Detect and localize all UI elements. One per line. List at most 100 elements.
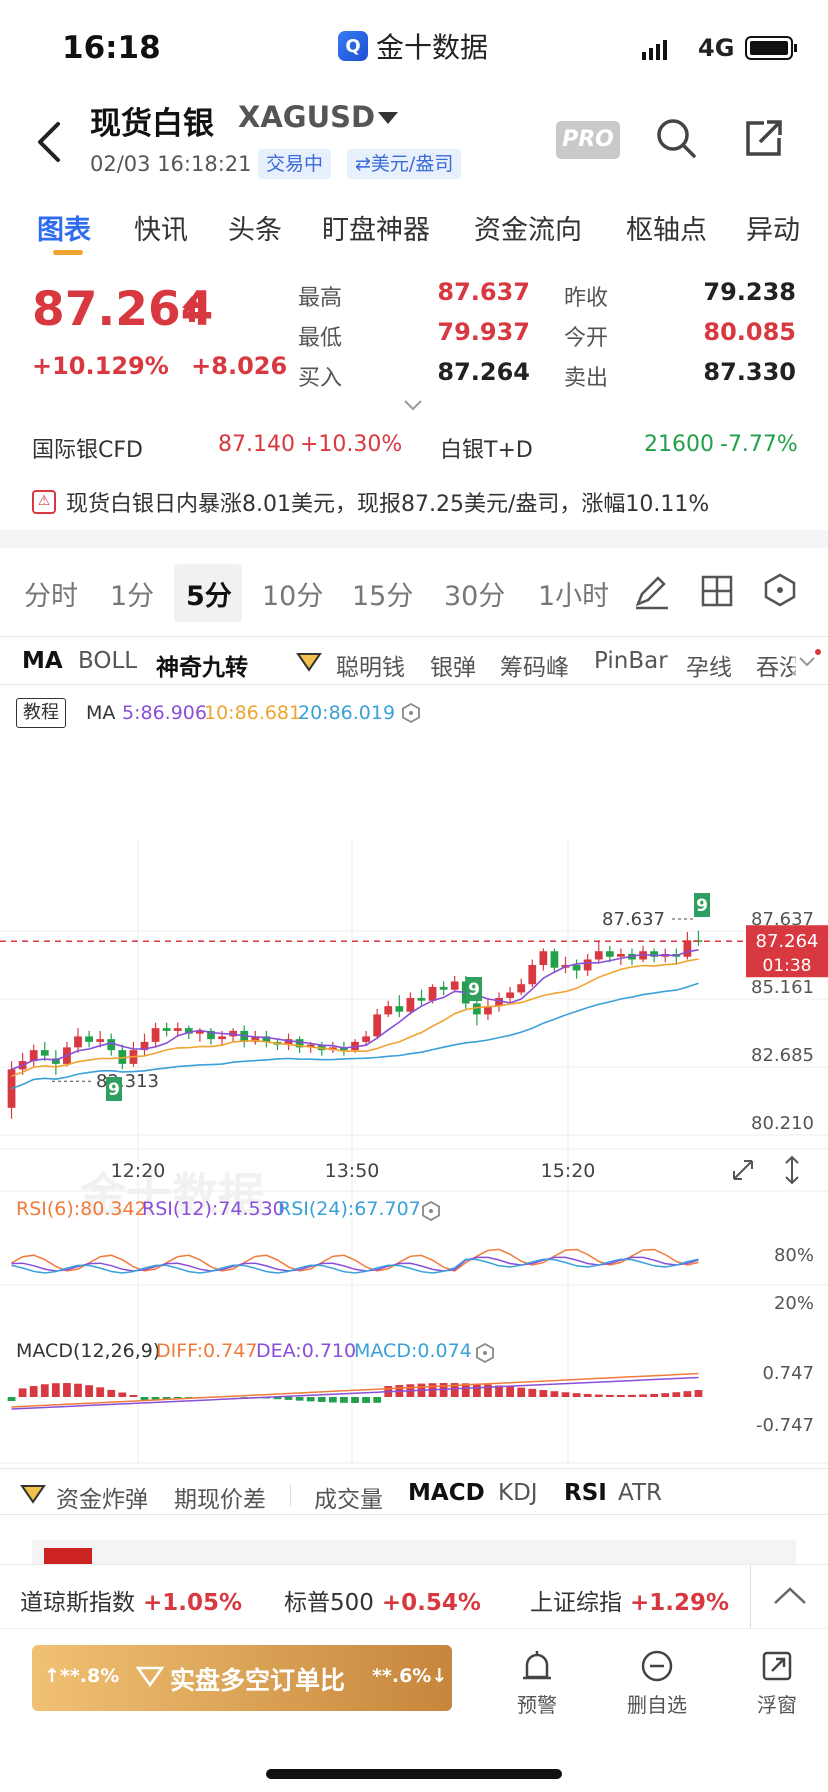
layout-grid-icon[interactable] (700, 574, 734, 608)
tutorial-button[interactable]: 教程 (16, 698, 66, 728)
tab-chart[interactable]: 图表 (37, 215, 91, 246)
candle-body (594, 951, 603, 960)
candle-body (151, 1028, 160, 1042)
ask-value: 87.330 (703, 358, 796, 386)
macd-settings-icon[interactable] (474, 1342, 496, 1364)
ad-banner[interactable] (32, 1540, 796, 1564)
nav-float-window[interactable]: 浮窗 (732, 1649, 822, 1718)
caret-down-icon[interactable] (378, 112, 398, 124)
diff-value: DIFF:0.747 (156, 1340, 258, 1362)
share-icon[interactable] (742, 118, 784, 160)
btab-basis[interactable]: 期现价差 (174, 1487, 266, 1513)
related-1-name[interactable]: 国际银CFD (32, 438, 143, 463)
news-text: 现货白银日内暴涨8.01美元，现报87.25美元/盎司，涨幅10.11% (66, 492, 710, 517)
indicator-pinbar[interactable]: PinBar (594, 648, 668, 674)
indicator-smart-money[interactable]: 聪明钱 (336, 655, 405, 681)
chart-grid (0, 839, 828, 1464)
period-15m[interactable]: 15分 (352, 581, 414, 612)
pro-button[interactable]: PRO (556, 121, 620, 159)
macd-bar (572, 1393, 581, 1397)
tab-movement[interactable]: 异动 (746, 215, 800, 246)
nav-float-label: 浮窗 (757, 1693, 797, 1717)
btab-kdj[interactable]: KDJ (498, 1480, 538, 1506)
nav-alert[interactable]: 预警 (492, 1649, 582, 1718)
ticker-expand-button[interactable] (750, 1565, 828, 1629)
ticker-name: 标普500 (284, 1590, 374, 1616)
period-1h[interactable]: 1小时 (538, 581, 610, 612)
macd-bar (362, 1397, 370, 1403)
countdown-label: 01:38 (763, 956, 812, 976)
tab-fund-flow[interactable]: 资金流向 (474, 215, 582, 246)
btab-atr[interactable]: ATR (618, 1480, 662, 1506)
candle-body (184, 1028, 193, 1034)
ticker-change: +1.29% (630, 1590, 730, 1616)
divider (0, 636, 828, 637)
macd-bar (328, 1397, 337, 1403)
index-ticker[interactable]: 道琼斯指数 +1.05% 标普500 +0.54% 上证综指 +1.29% (0, 1564, 828, 1629)
price-tick-label: 80.210 (751, 1113, 814, 1134)
sub-charts: 80% 20% 0.747 -0.747 (7, 1245, 814, 1436)
draw-tool-icon[interactable] (632, 570, 672, 610)
candle-body (85, 1036, 93, 1042)
more-indicators-button[interactable] (792, 648, 822, 676)
candle-body (207, 1030, 215, 1040)
unit-switch-badge[interactable]: ⇄美元/盎司 (347, 149, 462, 179)
candle-body (317, 1044, 326, 1051)
rsi-settings-icon[interactable] (420, 1200, 442, 1222)
chevron-up-icon (774, 1587, 806, 1604)
candle-body (140, 1041, 149, 1051)
search-icon[interactable] (654, 116, 698, 160)
tab-pivot[interactable]: 枢轴点 (626, 215, 707, 246)
period-tick[interactable]: 分时 (24, 581, 78, 612)
macd-bar (63, 1383, 71, 1397)
promo-right: **.6%↓ (372, 1665, 448, 1687)
period-1m[interactable]: 1分 (110, 581, 155, 612)
expand-chevron-icon[interactable] (403, 398, 423, 412)
period-30m[interactable]: 30分 (444, 581, 506, 612)
indicator-chip-peak[interactable]: 筹码峰 (500, 655, 569, 681)
indicator-boll[interactable]: BOLL (78, 648, 138, 674)
bell-icon (523, 1651, 551, 1680)
tab-watch-tool[interactable]: 盯盘神器 (322, 215, 430, 246)
candle-body (384, 1006, 393, 1015)
ticker-name: 道琼斯指数 (20, 1590, 135, 1616)
candle-body (450, 981, 459, 990)
btab-fund-bomb[interactable]: 资金炸弹 (56, 1487, 148, 1513)
candle-body (74, 1036, 82, 1048)
indicator-ma[interactable]: MA (22, 648, 63, 674)
rsi12-value: RSI(12):74.530 (142, 1198, 285, 1220)
rsi-tick-label: 80% (774, 1245, 814, 1266)
candle-body (650, 951, 659, 957)
settings-hex-icon[interactable] (762, 572, 798, 608)
nav-remove-watchlist[interactable]: 删自选 (612, 1649, 702, 1718)
ma20-value: 20:86.019 (298, 702, 396, 724)
tab-flash[interactable]: 快讯 (134, 215, 188, 246)
macd-bar (18, 1388, 27, 1397)
macd-tick-label: -0.747 (756, 1415, 814, 1436)
indicator-silver-bullet[interactable]: 银弹 (430, 655, 476, 681)
btab-rsi[interactable]: RSI (564, 1480, 607, 1506)
period-5m[interactable]: 5分 (186, 581, 232, 612)
back-button[interactable] (30, 118, 70, 166)
current-price-label: 87.264 (756, 931, 819, 952)
instrument-code[interactable]: XAGUSD (238, 100, 376, 134)
indicator-harami[interactable]: 孕线 (686, 655, 732, 681)
macd-bar (151, 1397, 160, 1400)
candle-body (528, 964, 537, 985)
indicator-nine-turn[interactable]: 神奇九转 (156, 655, 248, 681)
related-2-price: 21600 (644, 432, 714, 457)
chart-area[interactable]: 金十数据 87.637 85.161 82.685 80.210 87.264 01:38… (0, 686, 828, 1774)
candle-body (306, 1044, 315, 1048)
macd-bar (550, 1391, 559, 1397)
related-2-name[interactable]: 白银T+D (440, 438, 533, 463)
indicator-engulf[interactable]: 吞没 (756, 655, 796, 681)
low-mark-label: 82.313 (96, 1071, 159, 1092)
btab-volume[interactable]: 成交量 (314, 1487, 383, 1513)
long-short-ratio-button[interactable]: ↑**.8% 实盘多空订单比 **.6%↓ (32, 1645, 452, 1711)
period-10m[interactable]: 10分 (262, 581, 324, 612)
open-label: 今开 (564, 326, 609, 351)
btab-macd[interactable]: MACD (408, 1480, 485, 1506)
news-alert[interactable]: ⚠ 现货白银日内暴涨8.01美元，现报87.25美元/盎司，涨幅10.11% (32, 486, 709, 518)
tab-headlines[interactable]: 头条 (228, 215, 282, 246)
ma-settings-icon[interactable] (400, 702, 422, 724)
